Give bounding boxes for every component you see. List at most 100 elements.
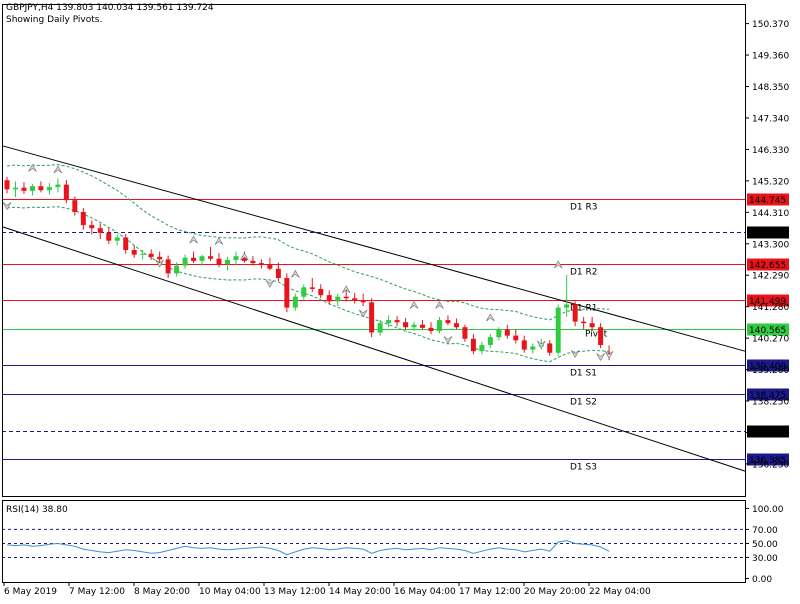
- rsi-tick-label: 30.00: [752, 554, 778, 564]
- pivot-levels: D1 R3 144.745 143.674 D1 R2 142.655 D1 R1 141.…: [2, 193, 789, 473]
- candle-body: [46, 187, 52, 191]
- candle-body: [292, 296, 298, 308]
- rsi-tick-label: 100.00: [752, 505, 784, 515]
- candle-body: [258, 263, 264, 265]
- candle-body: [106, 232, 112, 241]
- candle-body: [479, 344, 485, 352]
- fractal-up: [291, 269, 300, 278]
- rsi-axis: 100.00 70.00 50.00 30.00 0.00: [745, 505, 784, 585]
- price-tag: [747, 226, 789, 239]
- price-tick-label: 150.370: [752, 20, 789, 30]
- rsi-tick-label: 50.00: [752, 540, 778, 550]
- candle-body: [564, 304, 570, 308]
- price-tag-text: 138.475: [749, 391, 786, 401]
- candle-body: [343, 296, 349, 299]
- candle-body: [428, 327, 434, 331]
- pivot-label: D1 R2: [570, 268, 598, 278]
- candle-body: [4, 180, 10, 190]
- price-tick-label: 137.240: [752, 429, 789, 439]
- pivot-label: D1 S1: [570, 369, 597, 379]
- pivot-label: D1 R1: [570, 304, 598, 314]
- candle-body: [513, 335, 519, 341]
- candle-body: [55, 184, 61, 188]
- candle-body: [521, 340, 527, 350]
- chart-frame: [2, 4, 746, 583]
- fractal-down: [596, 353, 605, 362]
- candle-body: [598, 327, 604, 345]
- rsi-lines: [2, 528, 745, 558]
- time-tick-label: 8 May 20:00: [134, 587, 190, 597]
- candle-body: [216, 258, 222, 265]
- fractal-up: [53, 165, 63, 174]
- time-tick-label: 16 May 04:00: [394, 587, 456, 597]
- candle-body: [208, 256, 214, 259]
- candle-body: [487, 337, 493, 345]
- candle-body: [38, 186, 44, 191]
- price-tag: [747, 453, 789, 466]
- fractal-up: [240, 252, 249, 261]
- price-axis: 150.370 149.360 148.350 147.340 146.330 145.3…: [745, 20, 789, 470]
- price-tick-label: 141.280: [752, 303, 789, 313]
- candle-body: [581, 321, 587, 324]
- fractal-up: [189, 235, 198, 244]
- candle-body: [114, 237, 120, 241]
- price-tag: [747, 388, 789, 401]
- fractal-down: [443, 336, 453, 344]
- fractal-down: [265, 280, 275, 288]
- fractal-up: [409, 300, 419, 309]
- candle-body: [241, 256, 247, 261]
- lower-band: [6, 206, 610, 363]
- fractal-up: [486, 313, 495, 322]
- candle-body: [377, 323, 383, 333]
- price-tag-text: 140.565: [749, 326, 786, 336]
- price-tag-text: 144.745: [749, 196, 786, 206]
- pivot-label: D1 S2: [570, 398, 597, 408]
- candle-body: [72, 200, 78, 213]
- rsi-label: RSI(14) 38.80: [6, 505, 68, 515]
- candle-body: [29, 186, 35, 191]
- candle-body: [21, 187, 27, 191]
- rsi-tick-label: 70.00: [752, 526, 778, 536]
- candle-body: [369, 302, 375, 333]
- candle-body: [233, 256, 239, 260]
- pivot-label: D1 S3: [570, 463, 597, 473]
- candle-body: [267, 264, 273, 269]
- time-tick-label: 13 May 12:00: [264, 587, 326, 597]
- time-tick-label: 14 May 20:00: [329, 587, 391, 597]
- candle-body: [224, 259, 230, 265]
- pivot-label: Pivot: [585, 330, 608, 340]
- price-tag-text: 141.499: [749, 297, 786, 307]
- pivot-label: D1 R3: [570, 203, 598, 213]
- candle-body: [131, 250, 137, 255]
- channel-upper-line: [1, 145, 746, 352]
- candle-body: [140, 253, 146, 255]
- price-tag: [747, 294, 789, 307]
- candle-body: [386, 320, 392, 324]
- price-tick-label: 145.320: [752, 177, 789, 187]
- candle-body: [436, 320, 442, 331]
- candle-body: [360, 300, 366, 303]
- candle-body: [12, 187, 18, 190]
- fractal-down: [2, 202, 12, 211]
- price-tag-text: 136.385: [749, 456, 786, 466]
- price-tag-text: 143.674: [749, 229, 786, 239]
- rsi-panel-border: [2, 500, 746, 583]
- price-tick-label: 144.310: [752, 209, 789, 219]
- price-tick-label: 146.330: [752, 146, 789, 156]
- fractal-up: [28, 163, 37, 172]
- candle-body: [394, 320, 400, 323]
- envelope-bands: [6, 164, 610, 363]
- candle-body: [547, 343, 553, 353]
- candle-body: [275, 268, 281, 279]
- price-tag: [747, 425, 789, 438]
- main-panel-border: [2, 4, 746, 497]
- fractal-up: [435, 300, 444, 309]
- price-tag: [747, 323, 789, 336]
- price-tag-text: 139.409: [749, 362, 786, 372]
- price-tag: [747, 258, 789, 271]
- time-axis: 6 May 2019 7 May 12:00 8 May 20:00 10 May 0…: [3, 582, 651, 597]
- candle-body: [445, 320, 451, 324]
- price-tick-label: 142.290: [752, 272, 789, 282]
